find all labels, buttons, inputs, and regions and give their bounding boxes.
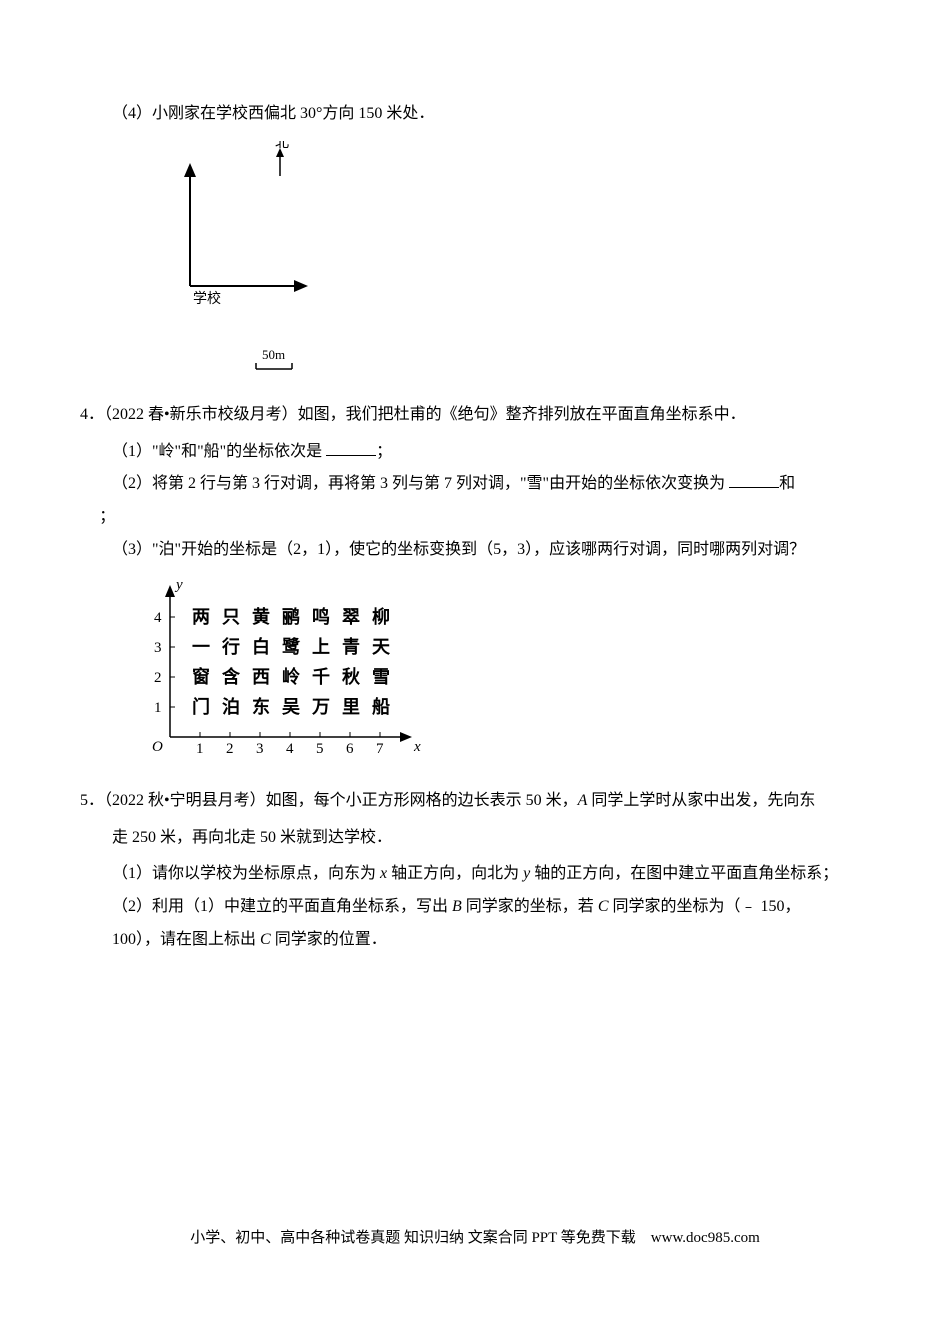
svg-text:1: 1 <box>154 700 162 716</box>
q5-sub1c: 轴的正方向，在图中建立平面直角坐标系； <box>530 865 838 882</box>
svg-text:一: 一 <box>192 637 210 657</box>
svg-text:4: 4 <box>286 741 294 757</box>
svg-text:万: 万 <box>311 697 330 717</box>
svg-text:两: 两 <box>192 607 210 627</box>
svg-text:翠: 翠 <box>342 607 360 627</box>
figure-poem-grid: Oy x 1 2 3 4 5 6 7 1 2 3 4 两只黄鹂鸣翠柳一行白鹭上青天窗含西岭千秋雪门泊东吴万… <box>140 577 870 767</box>
q5-number: 5． <box>80 792 104 809</box>
q5-sub2b: 同学家的坐标，若 <box>462 898 598 915</box>
q5-stem-line2-text: 走 250 米，再向北走 50 米就到达学校． <box>112 829 392 846</box>
blank-field <box>326 440 376 456</box>
north-label: 北 <box>275 141 289 151</box>
svg-text:泊: 泊 <box>222 697 240 717</box>
svg-text:y: y <box>174 577 183 593</box>
svg-text:雪: 雪 <box>372 667 390 687</box>
q5-stem-line2: 走 250 米，再向北走 50 米就到达学校． <box>80 824 870 853</box>
svg-text:白: 白 <box>252 636 270 657</box>
svg-text:西: 西 <box>252 667 270 687</box>
svg-text:千: 千 <box>312 667 330 687</box>
compass-svg: 北 学校 50m <box>140 141 360 381</box>
q5-sub2-line2: 100），请在图上标出 C 同学家的位置． <box>80 926 870 955</box>
svg-text:岭: 岭 <box>282 666 300 687</box>
svg-text:鹂: 鹂 <box>282 606 300 627</box>
svg-text:O: O <box>152 739 163 755</box>
q5-sub2-l2a: 100），请在图上标出 <box>112 931 260 948</box>
svg-text:鸣: 鸣 <box>312 606 330 627</box>
svg-text:秋: 秋 <box>342 666 361 687</box>
q5-stem-a: 如图，每个小正方形网格的边长表示 50 米， <box>266 792 578 809</box>
letter-B: B <box>452 898 462 915</box>
svg-text:窗: 窗 <box>192 666 210 687</box>
q5-sub1: （1）请你以学校为坐标原点，向东为 x 轴正方向，向北为 y 轴的正方向，在图中… <box>80 860 870 889</box>
q4-sub2b-text: 和 <box>779 475 795 492</box>
q4-number: 4． <box>80 406 104 423</box>
q4-sub2a-text: （2）将第 2 行与第 3 行对调，再将第 3 列与第 7 列对调，"雪"由开始… <box>112 475 729 492</box>
blank-field <box>729 472 779 488</box>
q4-sub3: （3）"泊"开始的坐标是（2，1），使它的坐标变换到（5，3），应该哪两行对调，… <box>80 536 870 565</box>
svg-text:东: 东 <box>252 696 270 717</box>
q5-sub2-l2b: 同学家的位置． <box>271 931 387 948</box>
q4-sub3-text: （3）"泊"开始的坐标是（2，1），使它的坐标变换到（5，3），应该哪两行对调，… <box>112 541 805 558</box>
svg-text:1: 1 <box>196 741 204 757</box>
q4-sub1: （1）"岭"和"船"的坐标依次是 ； <box>80 438 870 467</box>
q5-sub1a: （1）请你以学校为坐标原点，向东为 <box>112 865 380 882</box>
q5-citation: （2022 秋•宁明县月考） <box>104 792 266 809</box>
q3-sub4-text: （4）小刚家在学校西偏北 30°方向 150 米处． <box>112 105 434 122</box>
page-footer: 小学、初中、高中各种试卷真题 知识归纳 文案合同 PPT 等免费下载 www.d… <box>80 1225 870 1252</box>
q4-sub1-text: （1）"岭"和"船"的坐标依次是 <box>112 443 326 460</box>
svg-text:2: 2 <box>226 741 234 757</box>
q5-sub1b: 轴正方向，向北为 <box>387 865 523 882</box>
q3-sub4: （4）小刚家在学校西偏北 30°方向 150 米处． <box>80 100 870 129</box>
poem-svg: Oy x 1 2 3 4 5 6 7 1 2 3 4 两只黄鹂鸣翠柳一行白鹭上青天窗含西岭千秋雪门泊东吴万… <box>140 577 440 767</box>
scale-label: 50m <box>262 347 285 362</box>
svg-text:吴: 吴 <box>282 697 300 717</box>
q5-sub2c: 同学家的坐标为（﹣ 150， <box>608 898 800 915</box>
q4-sub2-tail-line: ； <box>80 503 870 532</box>
svg-text:3: 3 <box>154 640 162 656</box>
svg-text:上: 上 <box>312 637 330 657</box>
letter-C: C <box>598 898 609 915</box>
svg-text:7: 7 <box>376 741 384 757</box>
svg-text:船: 船 <box>372 696 390 717</box>
school-label: 学校 <box>193 290 221 307</box>
figure-compass: 北 学校 50m <box>140 141 870 381</box>
q4-sub2-tail: ； <box>99 508 115 525</box>
svg-text:行: 行 <box>221 636 240 657</box>
letter-C-2: C <box>260 931 271 948</box>
q5-sub2a: （2）利用（1）中建立的平面直角坐标系，写出 <box>112 898 452 915</box>
q4-stem-line: 4．（2022 春•新乐市校级月考）如图，我们把杜甫的《绝句》整齐排列放在平面直… <box>80 401 870 430</box>
svg-text:2: 2 <box>154 670 162 686</box>
q4-sub1-tail: ； <box>376 443 392 460</box>
svg-text:只: 只 <box>222 607 240 627</box>
svg-text:含: 含 <box>222 666 241 687</box>
q5-stem-b: 同学上学时从家中出发，先向东 <box>587 792 815 809</box>
svg-text:天: 天 <box>372 637 391 657</box>
footer-text: 小学、初中、高中各种试卷真题 知识归纳 文案合同 PPT 等免费下载 www.d… <box>190 1230 760 1246</box>
svg-text:鹭: 鹭 <box>282 636 301 657</box>
svg-text:4: 4 <box>154 610 162 626</box>
svg-text:柳: 柳 <box>372 606 390 627</box>
svg-text:门: 门 <box>192 696 210 717</box>
q5-stem-line1: 5．（2022 秋•宁明县月考）如图，每个小正方形网格的边长表示 50 米，A … <box>80 787 870 816</box>
q4-sub2: （2）将第 2 行与第 3 行对调，再将第 3 列与第 7 列对调，"雪"由开始… <box>80 470 870 499</box>
svg-text:5: 5 <box>316 741 324 757</box>
svg-text:6: 6 <box>346 741 354 757</box>
letter-A: A <box>578 792 588 809</box>
svg-text:里: 里 <box>342 697 360 717</box>
svg-text:x: x <box>413 739 421 755</box>
svg-text:黄: 黄 <box>252 606 270 627</box>
q5-sub2-line1: （2）利用（1）中建立的平面直角坐标系，写出 B 同学家的坐标，若 C 同学家的… <box>80 893 870 922</box>
svg-text:青: 青 <box>342 637 360 657</box>
svg-text:3: 3 <box>256 741 264 757</box>
q4-citation: （2022 春•新乐市校级月考） <box>104 406 298 423</box>
q4-stem: 如图，我们把杜甫的《绝句》整齐排列放在平面直角坐标系中． <box>298 406 746 423</box>
